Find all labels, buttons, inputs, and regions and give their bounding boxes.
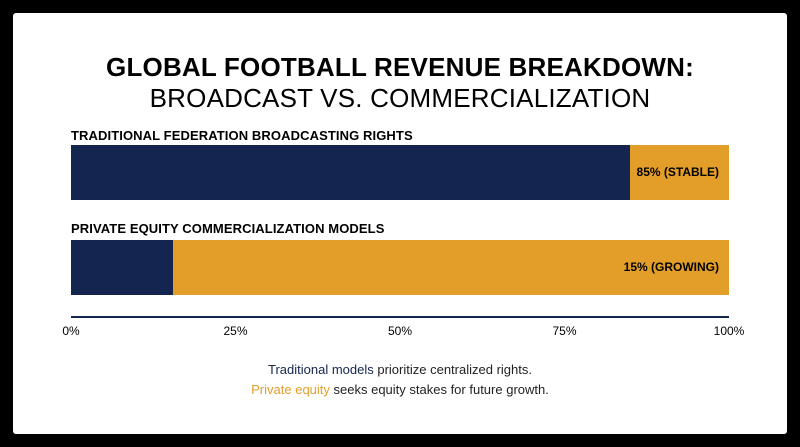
bar-broadcast: 85% (STABLE) (71, 145, 729, 200)
bar-fill-private-equity (71, 240, 173, 295)
footer-line2: Private equity seeks equity stakes for f… (0, 382, 800, 397)
chart-title-line2: BROADCAST VS. COMMERCIALIZATION (149, 83, 651, 113)
x-tick-label: 50% (387, 324, 413, 338)
x-axis-line (71, 316, 729, 318)
bar-private-equity: 15% (GROWING) (71, 240, 729, 295)
footer-highlight-private-equity: Private equity (251, 382, 330, 397)
footer-text-traditional: prioritize centralized rights. (373, 362, 532, 377)
x-tick-label: 100% (713, 324, 745, 338)
footer-highlight-traditional: Traditional models (268, 362, 374, 377)
chart-title: GLOBAL FOOTBALL REVENUE BREAKDOWN: BROAD… (0, 52, 800, 113)
chart-card (13, 13, 787, 434)
bar-fill-broadcast (71, 145, 631, 200)
chart-title-line1: GLOBAL FOOTBALL REVENUE BREAKDOWN: (106, 52, 694, 82)
bar-label-private-equity: PRIVATE EQUITY COMMERCIALIZATION MODELS (71, 221, 385, 236)
x-tick-label: 75% (552, 324, 577, 338)
footer-line1: Traditional models prioritize centralize… (0, 362, 800, 377)
bar-label-broadcast: TRADITIONAL FEDERATION BROADCASTING RIGH… (71, 128, 413, 143)
bar-value-private-equity: 15% (GROWING) (623, 260, 719, 274)
footer-text-private-equity: seeks equity stakes for future growth. (329, 382, 549, 397)
x-tick-label: 0% (62, 324, 80, 338)
bar-value-broadcast: 85% (STABLE) (636, 165, 719, 179)
x-tick-label: 25% (223, 324, 248, 338)
